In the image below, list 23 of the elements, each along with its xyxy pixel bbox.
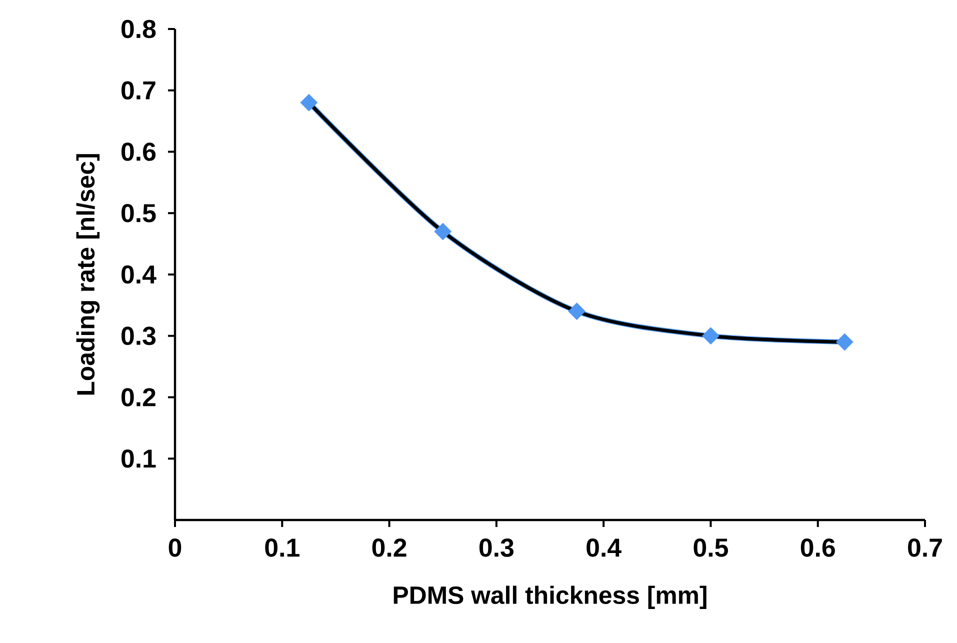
x-tick-label: 0.3 <box>479 538 514 557</box>
x-axis-title: PDMS wall thickness [mm] <box>394 586 706 609</box>
x-tick-label: 0.6 <box>800 538 835 557</box>
y-tick-label: 0.7 <box>122 81 156 100</box>
point <box>836 333 854 351</box>
y-tick-label: 0.6 <box>122 142 156 161</box>
y-tick-label: 0.8 <box>122 20 156 38</box>
point <box>702 327 720 345</box>
y-tick-label: 0.3 <box>122 326 156 346</box>
x-tick-label: 0.4 <box>586 538 622 557</box>
x-tick-label: 0.5 <box>694 538 728 557</box>
y-tick-label: 0.5 <box>122 204 156 222</box>
x-tick-label: 0.1 <box>265 538 300 557</box>
y-tick-label: 0.2 <box>122 388 156 406</box>
x-tick-label: 0.2 <box>372 538 406 557</box>
x-tick-label: 0 <box>168 538 182 557</box>
point <box>568 302 586 320</box>
x-tick-label: 0.7 <box>908 538 942 557</box>
y-tick-label: 0.1 <box>122 449 156 468</box>
y-axis-title: Loading rate [nl/sec] <box>76 154 100 395</box>
y-tick-label: 0.4 <box>122 265 156 284</box>
point <box>434 222 452 240</box>
point <box>300 94 318 112</box>
